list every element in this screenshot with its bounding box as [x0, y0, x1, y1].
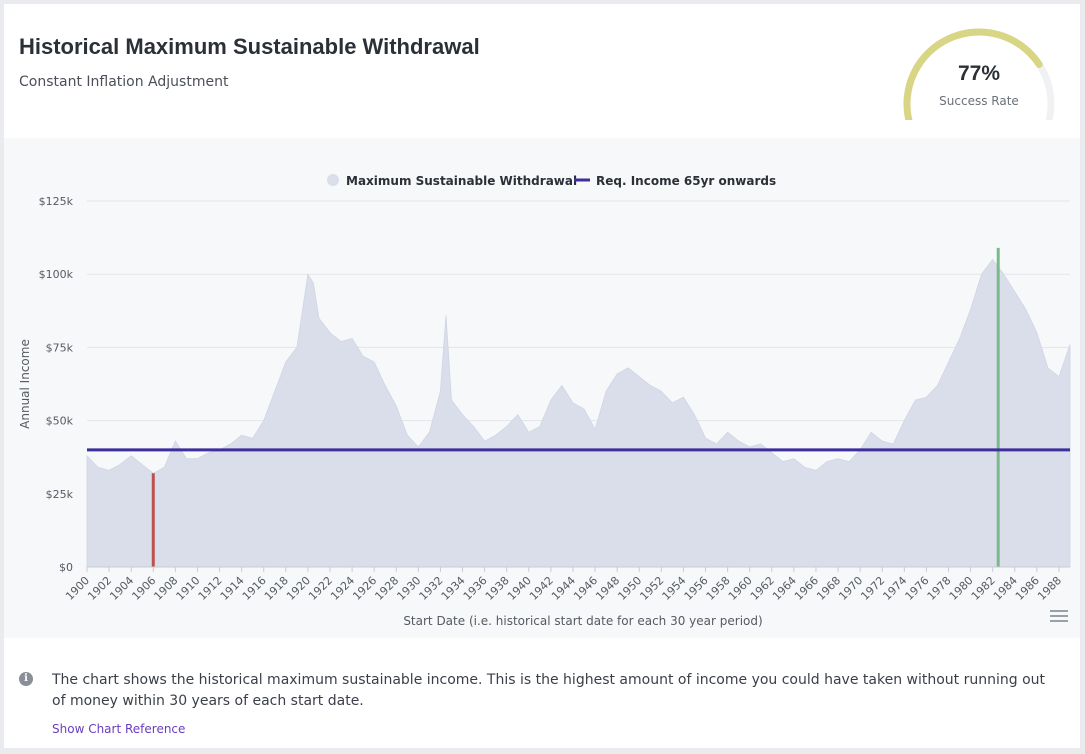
- x-tick-label: 1914: [218, 574, 247, 603]
- y-tick-label: $50k: [46, 415, 74, 428]
- x-tick-label: 1906: [129, 574, 158, 603]
- gauge-label: Success Rate: [939, 94, 1019, 108]
- chart-panel: $0 $25k $50k $75k $100k $125k 1900 1902 1904 1906…: [4, 138, 1080, 638]
- x-tick-label: 1950: [615, 574, 644, 603]
- x-tick-label: 1954: [660, 574, 689, 603]
- x-tick-label: 1968: [814, 574, 843, 603]
- x-tick-label: 1982: [969, 574, 998, 603]
- x-tick-label: 1972: [858, 574, 887, 603]
- x-tick-label: 1902: [85, 574, 114, 603]
- x-tick-label: 1928: [372, 574, 401, 603]
- header: Historical Maximum Sustainable Withdrawa…: [4, 4, 1080, 138]
- hamburger-menu-icon[interactable]: [1050, 610, 1068, 624]
- legend-label-required-income: Req. Income 65yr onwards: [596, 174, 776, 188]
- x-tick-label: 1946: [571, 574, 600, 603]
- x-tick-label: 1988: [1035, 574, 1064, 603]
- x-tick-label: 1962: [748, 574, 777, 603]
- x-tick-label: 1952: [637, 574, 666, 603]
- y-tick-label: $100k: [39, 268, 74, 281]
- x-tick-label: 1978: [925, 574, 954, 603]
- x-tick-label: 1984: [991, 574, 1020, 603]
- x-axis-title: Start Date (i.e. historical start date f…: [403, 614, 762, 628]
- x-tick-label: 1980: [947, 574, 976, 603]
- x-tick-label: 1970: [836, 574, 865, 603]
- x-tick-label: 1938: [483, 574, 512, 603]
- legend-label-max-withdrawal: Maximum Sustainable Withdrawal: [346, 174, 577, 188]
- card: Historical Maximum Sustainable Withdrawa…: [4, 4, 1080, 748]
- series-area-max-withdrawal: [86, 258, 1071, 568]
- x-tick-label: 1908: [151, 574, 180, 603]
- x-tick-label: 1944: [549, 574, 578, 603]
- x-tick-label: 1966: [792, 574, 821, 603]
- x-tick-label: 1936: [461, 574, 490, 603]
- x-tick-label: 1948: [593, 574, 622, 603]
- x-tick-label: 1922: [306, 574, 335, 603]
- x-tick-label: 1942: [527, 574, 556, 603]
- x-tick-label: 1932: [417, 574, 446, 603]
- x-tick-label: 1958: [704, 574, 733, 603]
- x-tick-label: 1924: [328, 574, 357, 603]
- x-tick-label: 1900: [63, 574, 92, 603]
- withdrawal-chart: $0 $25k $50k $75k $100k $125k 1900190219041906…: [18, 174, 1071, 628]
- gauge-value: 77%: [957, 62, 1001, 85]
- info-icon: i: [19, 672, 33, 686]
- gauge-arc: [903, 28, 1055, 120]
- x-tick-label: 1904: [107, 574, 136, 603]
- x-tick-label: 1916: [240, 574, 269, 603]
- legend-marker-max-withdrawal: [327, 174, 339, 186]
- x-tick-label: 1934: [439, 574, 468, 603]
- x-tick-label: 1918: [262, 574, 291, 603]
- y-tick-label: $0: [59, 561, 73, 574]
- y-axis-title: Annual Income: [18, 339, 32, 429]
- x-tick-label: 1940: [505, 574, 534, 603]
- x-tick-label: 1956: [682, 574, 711, 603]
- x-tick-label: 1974: [880, 574, 909, 603]
- x-tick-label: 1964: [770, 574, 799, 603]
- y-tick-label: $125k: [39, 195, 74, 208]
- x-tick-label: 1926: [350, 574, 379, 603]
- x-tick-label: 1920: [284, 574, 313, 603]
- x-tick-label: 1986: [1013, 574, 1042, 603]
- x-tick-label: 1960: [726, 574, 755, 603]
- y-tick-label: $75k: [46, 341, 74, 354]
- y-tick-label: $25k: [46, 488, 74, 501]
- page-title: Historical Maximum Sustainable Withdrawa…: [19, 34, 480, 59]
- x-tick-label: 1910: [174, 574, 203, 603]
- gauge-fill: [903, 28, 1043, 120]
- chart-description: The chart shows the historical maximum s…: [52, 672, 1045, 709]
- show-chart-reference-link[interactable]: Show Chart Reference: [52, 722, 186, 736]
- x-tick-label: 1930: [394, 574, 423, 603]
- footer: i The chart shows the historical maximum…: [4, 638, 1080, 748]
- x-tick-label: 1912: [196, 574, 225, 603]
- page-subtitle: Constant Inflation Adjustment: [19, 74, 229, 90]
- x-tick-label: 1976: [903, 574, 932, 603]
- success-rate-gauge: 77% Success Rate: [899, 20, 1061, 120]
